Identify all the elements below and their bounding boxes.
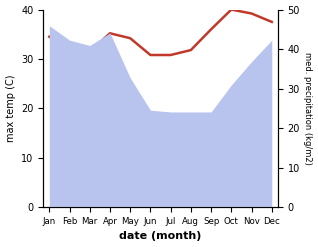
Y-axis label: med. precipitation (kg/m2): med. precipitation (kg/m2) (303, 52, 313, 165)
X-axis label: date (month): date (month) (119, 231, 202, 242)
Y-axis label: max temp (C): max temp (C) (5, 75, 16, 142)
